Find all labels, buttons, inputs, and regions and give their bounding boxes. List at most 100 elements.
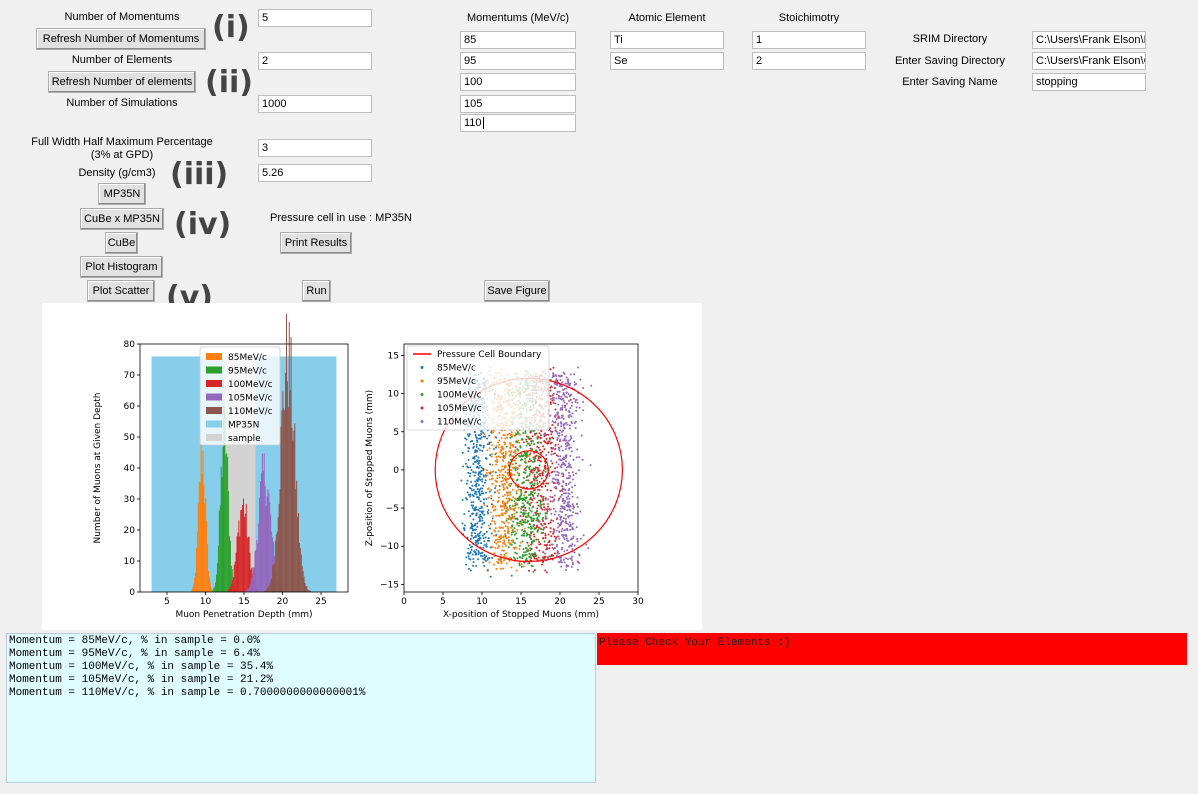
scatter-point [557, 526, 560, 529]
density-input[interactable]: 5.26 [258, 164, 372, 182]
stoich-input-1[interactable]: 1 [752, 31, 866, 49]
scatter-point [548, 544, 551, 547]
element-input-1[interactable]: Ti [610, 31, 724, 49]
scatter-point [529, 555, 532, 558]
scatter-point [526, 515, 529, 518]
momentum-input-1[interactable]: 85 [460, 31, 576, 49]
hist-bar [200, 439, 202, 592]
saving-name-input[interactable]: stopping [1032, 73, 1146, 91]
scatter-point [479, 464, 482, 467]
hist-bar [299, 548, 301, 592]
scatter-point [564, 500, 567, 503]
scatter-point [542, 495, 545, 498]
scatter-point [549, 429, 552, 432]
scatter-point [559, 438, 562, 441]
hist-bar [241, 509, 243, 592]
print-results-button[interactable]: Print Results [280, 232, 352, 254]
scatter-point [472, 524, 475, 527]
momentum-input-5[interactable]: 110 [460, 114, 576, 132]
scatter-point [524, 466, 527, 469]
scatter-point [500, 436, 503, 439]
scatter-point [539, 494, 542, 497]
plot-scatter-button[interactable]: Plot Scatter [87, 280, 155, 302]
run-button[interactable]: Run [302, 280, 331, 302]
scatter-point [507, 474, 510, 477]
scatter-point [557, 417, 560, 420]
scatter-point [549, 438, 552, 441]
scatter-point [500, 561, 503, 564]
stoich-input-2[interactable]: 2 [752, 52, 866, 70]
scatter-point [502, 549, 505, 552]
scatter-point [550, 459, 553, 462]
refresh-momentums-button[interactable]: Refresh Number of Momentums [36, 28, 206, 50]
scatter-point [569, 463, 572, 466]
scatter-point [527, 562, 530, 565]
num-elements-input[interactable]: 2 [258, 52, 372, 70]
hist-bar [228, 490, 230, 592]
scatter-point [481, 478, 484, 481]
scatter-point [567, 495, 570, 498]
scatter-point [524, 430, 527, 433]
plot-histogram-button[interactable]: Plot Histogram [80, 256, 163, 278]
scatter-point [513, 546, 516, 549]
scatter-point [562, 536, 565, 539]
scatter-point [474, 539, 477, 542]
num-momentums-input[interactable]: 5 [258, 9, 372, 27]
scatter-point [543, 527, 546, 530]
cube-mp35n-button[interactable]: CuBe x MP35N [80, 208, 164, 230]
cube-button[interactable]: CuBe [105, 232, 138, 254]
scatter-point [483, 475, 486, 478]
scatter-point [532, 525, 535, 528]
scatter-point [571, 559, 574, 562]
scatter-point [561, 408, 564, 411]
scatter-point [558, 440, 561, 443]
num-simulations-input[interactable]: 1000 [258, 95, 372, 113]
scatter-point [528, 552, 531, 555]
scatter-point [524, 547, 527, 550]
scatter-point [555, 454, 558, 457]
scatter-point [480, 542, 483, 545]
scatter-point [476, 525, 479, 528]
hist-bar [281, 410, 283, 592]
hist-xtick-label: 5 [164, 597, 170, 607]
scatter-point [502, 454, 505, 457]
momentum-input-4[interactable]: 105 [460, 95, 576, 113]
hist-bar [298, 543, 300, 592]
hist-bar [250, 578, 252, 592]
hist-bar [253, 567, 255, 592]
scatter-point [489, 546, 492, 549]
saving-directory-input[interactable]: C:\Users\Frank Elson\C [1032, 52, 1146, 70]
scatter-point [536, 471, 539, 474]
scatter-point [475, 512, 478, 515]
scatter-point [487, 496, 490, 499]
scatter-point [557, 395, 560, 398]
scatter-point [545, 433, 548, 436]
scatter-point [489, 472, 492, 475]
refresh-elements-button[interactable]: Refresh Number of elements [48, 71, 196, 93]
density-label: Density (g/cm3) [78, 167, 156, 179]
momentum-input-2[interactable]: 95 [460, 52, 576, 70]
scatter-point [489, 463, 492, 466]
scatter-point [523, 561, 526, 564]
scatter-point [485, 498, 488, 501]
fwhm-input[interactable]: 3 [258, 139, 372, 157]
hist-legend-swatch [206, 380, 222, 387]
momentum-input-3[interactable]: 100 [460, 73, 576, 91]
save-figure-button[interactable]: Save Figure [484, 280, 550, 302]
scatter-point [487, 512, 490, 515]
scatter-point [563, 506, 566, 509]
element-input-2[interactable]: Se [610, 52, 724, 70]
scatter-point [496, 538, 499, 541]
scatter-point [567, 492, 570, 495]
hist-ytick-label: 80 [124, 340, 136, 350]
scatter-point [461, 451, 464, 454]
scatter-point [566, 441, 569, 444]
scatter-point [510, 566, 513, 569]
scatter-point [479, 552, 482, 555]
scatter-point [509, 469, 512, 472]
hist-bar [236, 536, 238, 592]
scatter-point [570, 404, 573, 407]
mp35n-button[interactable]: MP35N [98, 183, 146, 205]
srim-directory-input[interactable]: C:\Users\Frank Elson\D [1032, 31, 1146, 49]
scatter-point [494, 505, 497, 508]
